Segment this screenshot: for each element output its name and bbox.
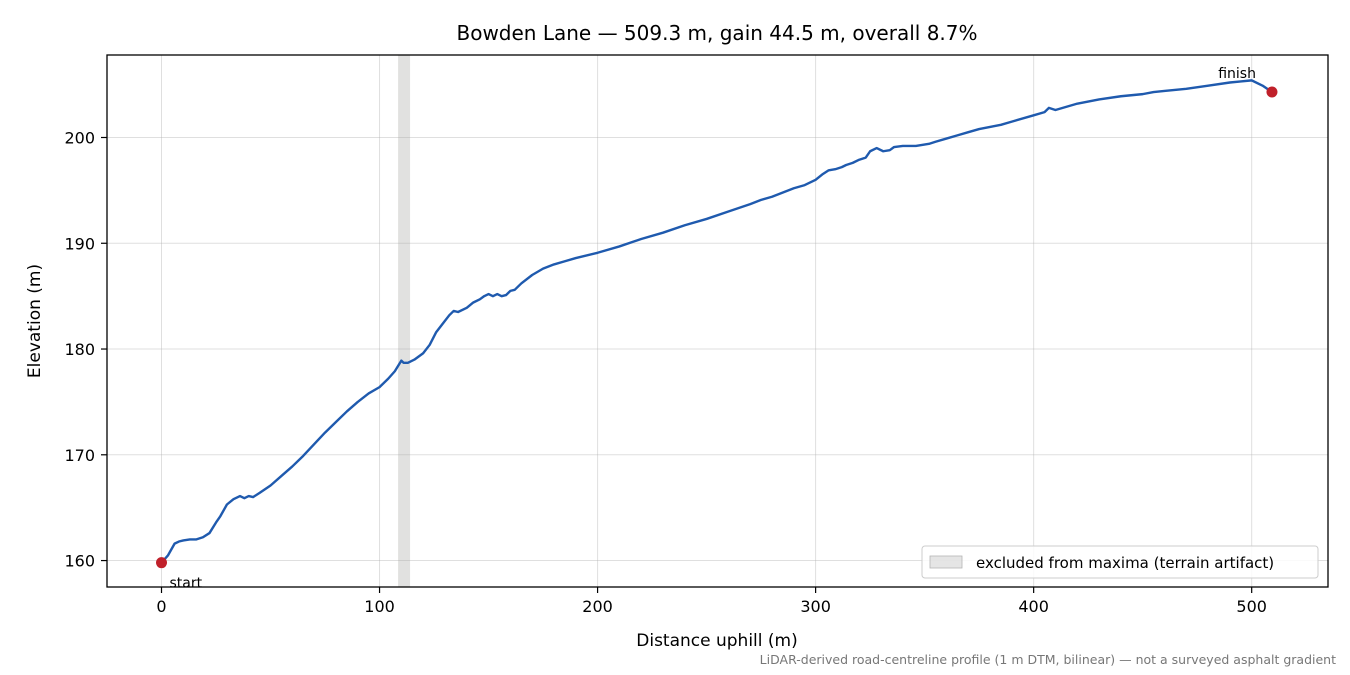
x-tick-label: 300 <box>800 597 831 616</box>
x-axis-title: Distance uphill (m) <box>636 631 797 651</box>
tick-layer: 0 100 200 300 400 500 160 170 180 190 200 <box>64 128 1267 616</box>
x-tick-label: 0 <box>156 597 166 616</box>
y-tick-label: 160 <box>64 552 95 571</box>
x-tick-label: 400 <box>1018 597 1049 616</box>
marker-label-finish: finish <box>1218 66 1256 82</box>
chart-title: Bowden Lane — 509.3 m, gain 44.5 m, over… <box>456 21 977 45</box>
marker-label-start: start <box>170 576 203 592</box>
grid-layer <box>107 55 1328 587</box>
y-tick-label: 190 <box>64 234 95 253</box>
legend-box <box>921 545 1319 579</box>
footnote: LiDAR-derived road-centreline profile (1… <box>760 652 1336 667</box>
x-tick-label: 100 <box>364 597 395 616</box>
y-tick-label: 170 <box>64 446 95 465</box>
y-tick-label: 180 <box>64 340 95 359</box>
series-line <box>160 79 1274 564</box>
excluded-band-layer <box>398 55 411 587</box>
marker-layer: start finish <box>156 66 1278 592</box>
y-tick-label: 200 <box>64 128 95 147</box>
excluded-band <box>398 55 411 587</box>
marker-start <box>156 557 168 569</box>
plot-frame <box>106 54 1329 588</box>
legend-swatch-excluded <box>929 555 963 569</box>
x-tick-label: 500 <box>1236 597 1267 616</box>
series-layer <box>160 79 1274 564</box>
legend: excluded from maxima (terrain artifact) <box>921 545 1319 579</box>
y-axis-title: Elevation (m) <box>25 264 45 378</box>
legend-label-excluded: excluded from maxima (terrain artifact) <box>976 554 1274 572</box>
x-tick-label: 200 <box>582 597 613 616</box>
marker-finish <box>1266 86 1278 98</box>
